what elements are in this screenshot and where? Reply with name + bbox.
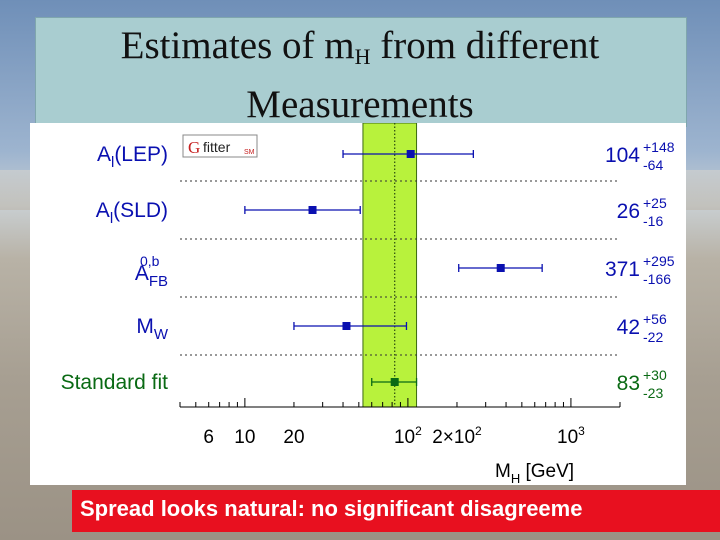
fit-band (362, 123, 418, 408)
measurement-label: AFB (135, 262, 168, 290)
value-minus: -166 (643, 271, 671, 287)
conclusion-banner (72, 490, 720, 532)
measurement-label: Al(SLD) (96, 199, 168, 227)
data-point (342, 322, 351, 330)
slide-title: Estimates of mH from different Measureme… (35, 22, 685, 129)
title-line1-post: from different (370, 24, 600, 67)
measurement-label: Standard fit (61, 371, 169, 394)
x-tick-label: 20 (283, 427, 304, 448)
data-point (496, 264, 505, 272)
title-line2: Measurements (246, 83, 474, 126)
value-text: 371 (605, 258, 640, 281)
x-tick-label: 103 (557, 424, 585, 448)
gfitter-logo-text: fitter (203, 139, 231, 155)
data-point (406, 150, 415, 158)
conclusion-text: Spread looks natural: no significant dis… (80, 496, 583, 521)
title-box (35, 17, 687, 127)
mh-chart: 6 10 20 102 2×102 103 MH [GeV] G fitter SM Al(LEP)… (61, 123, 675, 485)
value-plus: +25 (643, 195, 667, 211)
x-tick-label: 10 (234, 427, 255, 448)
value-text: 83 (617, 372, 640, 395)
data-point (308, 206, 317, 214)
value-minus: -64 (643, 157, 663, 173)
value-minus: -23 (643, 385, 663, 401)
title-line1-sub: H (354, 44, 371, 69)
title-line1-pre: Estimates of m (120, 24, 355, 67)
measurement-label-sup: 0,b (140, 253, 160, 269)
gfitter-logo-sm: SM (244, 149, 255, 156)
value-text: 104 (605, 144, 640, 167)
value-plus: +295 (643, 253, 675, 269)
x-tick-label: 6 (203, 427, 214, 448)
data-point (390, 378, 399, 386)
measurement-label: Al(LEP) (97, 143, 168, 171)
x-axis-label: MH [GeV] (495, 461, 574, 485)
value-text: 26 (617, 200, 640, 223)
value-minus: -22 (643, 329, 663, 345)
value-plus: +148 (643, 139, 675, 155)
value-text: 42 (617, 316, 640, 339)
gfitter-logo-box (182, 134, 258, 158)
value-plus: +56 (643, 311, 667, 327)
x-tick-label: 2×102 (432, 424, 482, 448)
x-tick-label: 102 (394, 424, 422, 448)
value-plus: +30 (643, 367, 667, 383)
measurement-label: MW (136, 315, 169, 343)
value-minus: -16 (643, 213, 663, 229)
gfitter-logo-g: G (188, 138, 200, 157)
